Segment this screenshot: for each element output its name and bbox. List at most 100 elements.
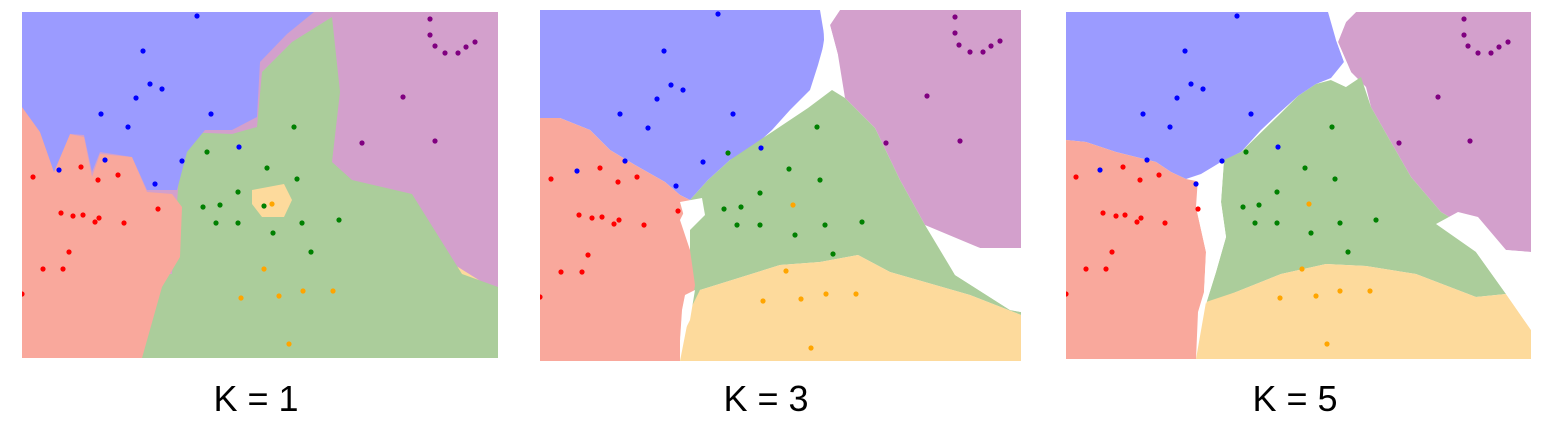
purple-region (1338, 12, 1531, 252)
point-purple (1505, 39, 1511, 45)
point-purple (956, 42, 962, 48)
blue-region (540, 10, 825, 200)
panel-k3 (540, 10, 1021, 361)
point-orange (1299, 266, 1305, 272)
point-green (830, 251, 836, 257)
point-red (1122, 212, 1128, 218)
point-blue (159, 86, 165, 92)
point-orange (300, 288, 306, 294)
point-purple (427, 32, 433, 38)
point-purple (1475, 50, 1481, 56)
point-blue (133, 95, 139, 101)
point-orange (853, 291, 859, 297)
point-green (1373, 217, 1379, 223)
point-green (200, 204, 206, 210)
point-purple (1465, 43, 1471, 49)
point-red (579, 269, 585, 275)
panel-k1 (22, 12, 498, 358)
point-red (155, 206, 161, 212)
point-red (1103, 266, 1109, 272)
gap-white-4 (680, 290, 695, 340)
point-blue (1097, 167, 1103, 173)
point-green (1308, 230, 1314, 236)
point-purple (442, 50, 448, 56)
point-red (1113, 213, 1119, 219)
panel-label-k1: K = 1 (213, 378, 299, 419)
point-orange (808, 345, 814, 351)
point-blue (179, 158, 185, 164)
point-red (641, 222, 647, 228)
orange-region (1196, 264, 1531, 359)
point-blue (1234, 13, 1240, 19)
point-red (1073, 174, 1079, 180)
point-green (213, 220, 219, 226)
point-blue (1174, 95, 1180, 101)
decision-boundary-plot-k3 (540, 10, 1021, 361)
point-purple (1488, 50, 1494, 56)
green-region (22, 17, 498, 358)
point-green (1345, 249, 1351, 255)
point-blue (1193, 181, 1199, 187)
point-red (30, 174, 36, 180)
point-red (597, 165, 603, 171)
point-green (1256, 202, 1262, 208)
red-region (22, 107, 182, 358)
decision-boundary-plot-k5 (1066, 12, 1531, 359)
point-blue (758, 145, 764, 151)
point-red (558, 269, 564, 275)
point-purple (957, 138, 963, 144)
point-red (589, 215, 595, 221)
point-red (1195, 206, 1201, 212)
point-red (70, 213, 76, 219)
point-green (792, 232, 798, 238)
point-orange (1367, 288, 1373, 294)
point-green (738, 204, 744, 210)
point-purple (463, 44, 469, 50)
point-green (757, 190, 763, 196)
point-red (78, 164, 84, 170)
point-red (1138, 215, 1144, 221)
point-red (1137, 177, 1143, 183)
point-blue (574, 168, 580, 174)
point-green (261, 203, 267, 209)
point-green (336, 217, 342, 223)
point-red (58, 210, 64, 216)
point-purple (1496, 44, 1502, 50)
point-purple (1461, 32, 1467, 38)
point-green (859, 219, 865, 225)
point-red (92, 219, 98, 225)
purple-region (830, 10, 1021, 248)
point-orange (286, 341, 292, 347)
point-orange (261, 266, 267, 272)
point-blue (1219, 158, 1225, 164)
point-purple (432, 138, 438, 144)
point-purple (1396, 140, 1402, 146)
point-green (734, 222, 740, 228)
point-blue (622, 158, 628, 164)
point-purple (359, 140, 365, 146)
point-red (96, 215, 102, 221)
point-purple (952, 30, 958, 36)
point-red (1083, 266, 1089, 272)
point-blue (668, 82, 674, 88)
point-purple (997, 38, 1003, 44)
point-blue (140, 48, 146, 54)
gap-white-2 (680, 198, 705, 230)
point-red (616, 217, 622, 223)
red-region (1066, 140, 1206, 359)
point-blue (1248, 111, 1254, 117)
point-green (270, 230, 276, 236)
point-blue (56, 167, 62, 173)
point-orange (790, 202, 796, 208)
point-green (1252, 220, 1258, 226)
point-red (1162, 220, 1168, 226)
point-blue (98, 111, 104, 117)
point-blue (1275, 144, 1281, 150)
point-green (308, 249, 314, 255)
point-purple (988, 43, 994, 49)
point-red (115, 172, 121, 178)
point-blue (208, 111, 214, 117)
point-green (204, 149, 210, 155)
point-red (80, 212, 86, 218)
point-blue (194, 13, 200, 19)
